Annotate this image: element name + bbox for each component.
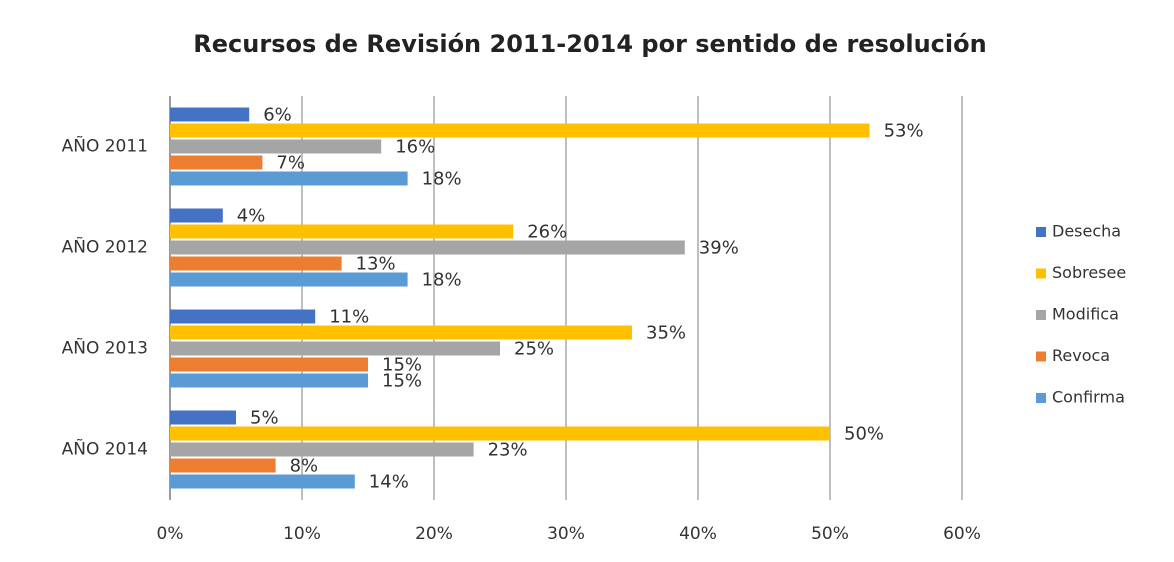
legend-label: Sobresee (1052, 263, 1126, 282)
data-label: 50% (844, 424, 884, 445)
bar (170, 341, 500, 356)
bar (170, 123, 870, 138)
data-label: 35% (646, 323, 686, 344)
data-label: 6% (263, 105, 292, 126)
bar (170, 208, 223, 223)
data-label: 23% (488, 440, 528, 461)
data-label: 14% (369, 472, 409, 493)
legend-label: Modifica (1052, 305, 1119, 324)
x-tick-label: 20% (415, 524, 453, 544)
data-label: 18% (422, 270, 462, 291)
bar (170, 171, 408, 186)
legend-label: Revoca (1052, 346, 1110, 365)
legend-label: Desecha (1052, 222, 1121, 241)
bar (170, 224, 514, 239)
bar (170, 272, 408, 287)
y-tick-label: AÑO 2011 (62, 135, 148, 157)
data-label: 11% (329, 307, 369, 328)
bar (170, 442, 474, 457)
data-label: 8% (290, 456, 319, 477)
x-tick-label: 50% (811, 524, 849, 544)
y-tick-label: AÑO 2012 (62, 236, 148, 258)
bar (170, 474, 355, 489)
x-tick-label: 40% (679, 524, 717, 544)
data-label: 25% (514, 339, 554, 360)
bar (170, 155, 263, 170)
data-label: 26% (527, 222, 567, 243)
legend-swatch (1036, 227, 1046, 237)
legend-swatch (1036, 351, 1046, 362)
bar (170, 373, 368, 388)
bar (170, 357, 368, 372)
bar (170, 426, 830, 441)
bar (170, 256, 342, 271)
bar (170, 240, 685, 255)
bar (170, 139, 382, 154)
legend-swatch (1036, 310, 1046, 320)
bar (170, 410, 236, 425)
legend-swatch (1036, 268, 1046, 279)
data-label: 13% (356, 254, 396, 275)
x-tick-label: 0% (157, 524, 184, 544)
y-tick-label: AÑO 2014 (62, 438, 148, 460)
data-label: 5% (250, 408, 279, 429)
legend-label: Confirma (1052, 388, 1125, 407)
data-label: 15% (382, 371, 422, 392)
bar (170, 458, 276, 473)
bar (170, 107, 250, 122)
data-label: 18% (422, 169, 462, 190)
bar (170, 325, 632, 340)
x-tick-label: 10% (283, 524, 321, 544)
data-label: 15% (382, 355, 422, 376)
data-label: 53% (884, 121, 924, 142)
x-tick-label: 30% (547, 524, 585, 544)
bar (170, 309, 316, 324)
data-label: 4% (237, 206, 266, 227)
legend-swatch (1036, 393, 1046, 403)
data-label: 39% (699, 238, 739, 259)
data-label: 16% (395, 137, 435, 158)
x-tick-label: 60% (943, 524, 981, 544)
chart-title: Recursos de Revisión 2011-2014 por senti… (193, 30, 986, 58)
data-label: 7% (276, 153, 305, 174)
y-tick-label: AÑO 2013 (62, 337, 148, 359)
